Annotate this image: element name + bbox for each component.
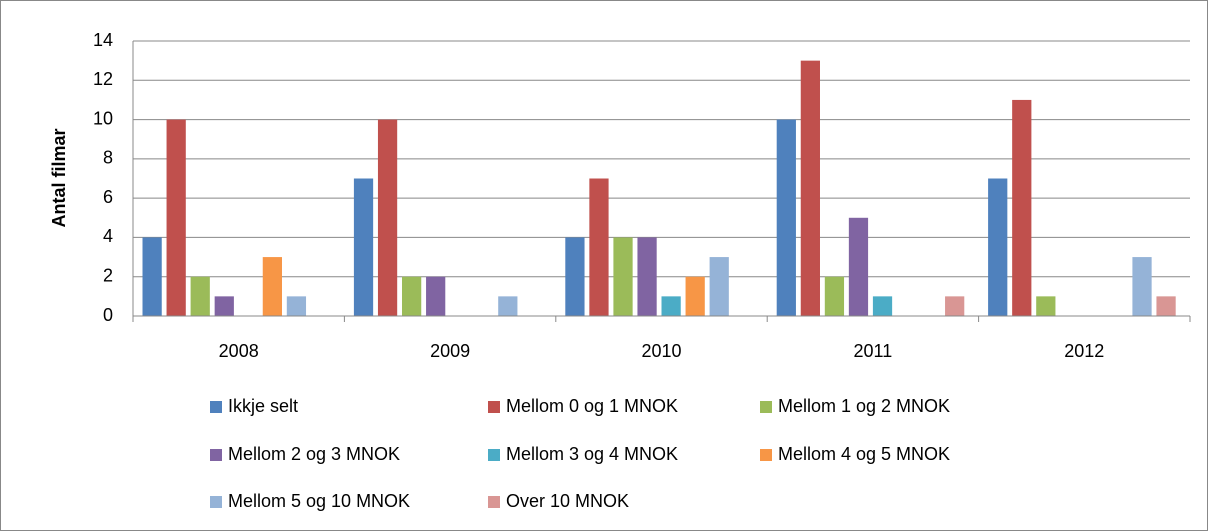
y-tick-label: 12 bbox=[93, 69, 113, 89]
bar bbox=[166, 119, 186, 316]
bar bbox=[190, 276, 210, 316]
legend-swatch bbox=[488, 496, 500, 508]
y-tick-label: 14 bbox=[93, 30, 113, 50]
bar bbox=[945, 296, 965, 316]
bar bbox=[637, 237, 657, 316]
bar bbox=[1132, 257, 1152, 316]
x-tick-label: 2008 bbox=[219, 341, 259, 361]
x-tick-label: 2010 bbox=[641, 341, 681, 361]
bar bbox=[1012, 99, 1032, 316]
legend-swatch bbox=[210, 401, 222, 413]
legend-label: Mellom 1 og 2 MNOK bbox=[778, 396, 950, 416]
y-tick-label: 8 bbox=[103, 148, 113, 168]
bar bbox=[377, 119, 398, 316]
x-tick-label: 2009 bbox=[430, 341, 470, 361]
y-tick-label: 4 bbox=[103, 226, 113, 246]
bar bbox=[800, 60, 820, 317]
legend-label: Mellom 0 og 1 MNOK bbox=[506, 396, 678, 416]
y-tick-label: 10 bbox=[93, 108, 113, 128]
bar bbox=[402, 276, 422, 316]
bar bbox=[498, 296, 518, 316]
bar bbox=[589, 178, 609, 316]
bar bbox=[685, 276, 705, 316]
legend-label: Mellom 2 og 3 MNOK bbox=[228, 444, 400, 464]
legend-swatch bbox=[488, 449, 500, 461]
bar bbox=[872, 296, 893, 316]
legend-swatch bbox=[488, 401, 500, 413]
bar bbox=[824, 276, 845, 316]
bar bbox=[1156, 296, 1176, 316]
y-tick-label: 2 bbox=[103, 265, 113, 285]
y-tick-label: 6 bbox=[103, 187, 113, 207]
y-axis-title: Antal filmar bbox=[49, 128, 69, 227]
bar bbox=[565, 237, 585, 316]
bar bbox=[848, 217, 869, 316]
y-tick-label: 0 bbox=[103, 305, 113, 325]
bar bbox=[142, 237, 162, 316]
legend-swatch bbox=[760, 449, 772, 461]
bar bbox=[613, 237, 633, 316]
bar bbox=[353, 178, 374, 316]
bar bbox=[214, 296, 234, 316]
legend-swatch bbox=[760, 401, 772, 413]
bar bbox=[262, 257, 282, 316]
bar bbox=[709, 257, 729, 316]
bar bbox=[286, 296, 307, 316]
bar bbox=[988, 178, 1008, 316]
legend-swatch bbox=[210, 449, 222, 461]
legend-label: Over 10 MNOK bbox=[506, 491, 629, 511]
legend-swatch bbox=[210, 496, 222, 508]
bar bbox=[661, 296, 681, 316]
bar bbox=[1036, 296, 1056, 316]
x-tick-label: 2012 bbox=[1064, 341, 1104, 361]
legend-label: Mellom 4 og 5 MNOK bbox=[778, 444, 950, 464]
legend-label: Mellom 3 og 4 MNOK bbox=[506, 444, 678, 464]
bar bbox=[776, 119, 796, 316]
legend-label: Ikkje selt bbox=[228, 396, 298, 416]
x-tick-label: 2011 bbox=[854, 341, 893, 361]
bar bbox=[426, 276, 446, 316]
legend-label: Mellom 5 og 10 MNOK bbox=[228, 491, 410, 511]
